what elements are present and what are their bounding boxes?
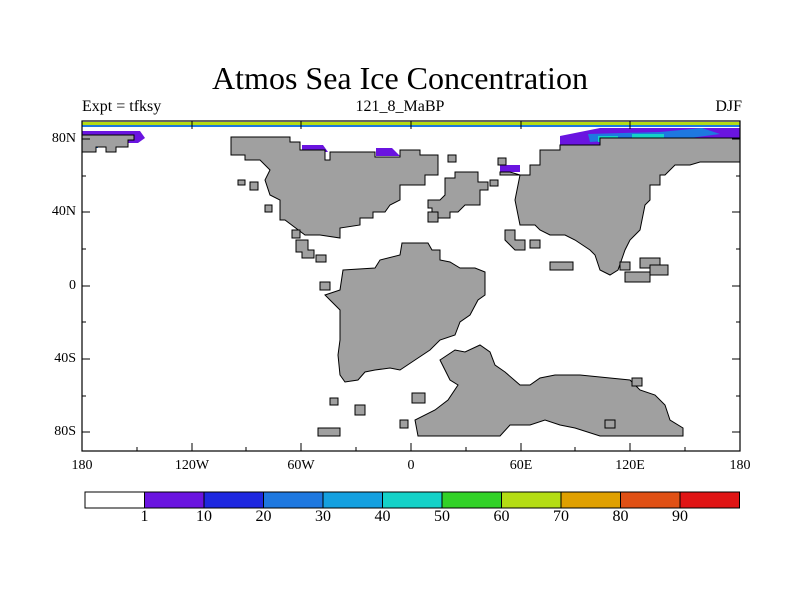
land-mass xyxy=(649,264,669,276)
colorbar-box-10 xyxy=(679,491,740,509)
colorbar-label: 1 xyxy=(140,508,149,525)
y-tick-label: 40S xyxy=(54,351,76,366)
land-mass xyxy=(249,181,259,191)
colorbar-box-3 xyxy=(263,491,324,509)
colorbar-box-6 xyxy=(441,491,502,509)
land-masses xyxy=(81,134,741,437)
x-axis-ticks xyxy=(136,121,686,451)
colorbar-label: 40 xyxy=(374,508,391,525)
x-tick-label: 180 xyxy=(71,458,93,473)
colorbar-box-9 xyxy=(620,491,681,509)
land-mass xyxy=(291,229,301,239)
plot-title: Atmos Sea Ice Concentration xyxy=(212,60,588,96)
sea-ice-fringe xyxy=(376,148,400,156)
land-mass xyxy=(489,179,499,187)
land-mass xyxy=(237,179,246,186)
land-mass xyxy=(411,392,426,404)
colorbar-label: 50 xyxy=(434,508,450,525)
land-mass xyxy=(549,261,574,271)
land-mass xyxy=(414,344,684,437)
land-mass xyxy=(317,427,341,437)
x-tick-label: 120E xyxy=(615,458,645,473)
land-mass xyxy=(504,229,526,251)
land-mass xyxy=(315,254,327,263)
land-mass xyxy=(529,239,541,249)
y-tick-label: 80S xyxy=(54,424,76,439)
x-tick-label: 180 xyxy=(729,458,751,473)
colorbar-box-1 xyxy=(144,491,205,509)
colorbar-box-8 xyxy=(560,491,621,509)
land-mass xyxy=(631,377,643,387)
land-mass xyxy=(295,239,315,259)
land-mass xyxy=(447,154,457,163)
colorbar-label: 30 xyxy=(315,508,331,525)
y-tick-label: 40N xyxy=(51,204,76,219)
land-mass xyxy=(264,204,273,213)
x-tick-label: 120W xyxy=(174,458,210,473)
period-label: 121_8_MaBP xyxy=(355,98,445,115)
land-mass xyxy=(619,261,631,271)
x-tick-label: 0 xyxy=(407,458,415,473)
y-tick-label: 80N xyxy=(51,131,76,146)
land-mass xyxy=(624,271,651,283)
land-mass xyxy=(399,419,409,429)
land-mass xyxy=(354,404,366,416)
land-mass xyxy=(81,134,135,153)
sea-ice-fringe xyxy=(500,165,520,172)
land-mass xyxy=(324,242,486,383)
land-mass xyxy=(427,211,439,223)
y-axis-ticks xyxy=(82,138,740,433)
colorbar xyxy=(84,491,740,509)
experiment-label: Expt = tfksy xyxy=(82,98,162,115)
colorbar-box-2 xyxy=(203,491,264,509)
x-tick-label: 60W xyxy=(287,458,315,473)
colorbar-label: 20 xyxy=(255,508,272,525)
land-mass xyxy=(329,397,339,406)
colorbar-box-4 xyxy=(322,491,383,509)
x-tick-label: 60E xyxy=(509,458,533,473)
season-label: DJF xyxy=(715,98,742,115)
y-tick-label: 0 xyxy=(69,278,76,293)
land-mass xyxy=(427,171,489,219)
land-mass xyxy=(319,281,331,291)
colorbar-box-5 xyxy=(382,491,443,509)
land-mass xyxy=(604,419,616,429)
land-mass xyxy=(497,157,507,166)
colorbar-label: 90 xyxy=(672,508,688,525)
colorbar-box-0 xyxy=(84,491,145,509)
colorbar-label: 70 xyxy=(553,508,569,525)
colorbar-label: 80 xyxy=(612,508,629,525)
land-mass xyxy=(230,136,439,239)
colorbar-label: 60 xyxy=(493,508,510,525)
colorbar-label: 10 xyxy=(196,508,212,525)
land-mass xyxy=(499,137,741,276)
colorbar-box-7 xyxy=(501,491,562,509)
